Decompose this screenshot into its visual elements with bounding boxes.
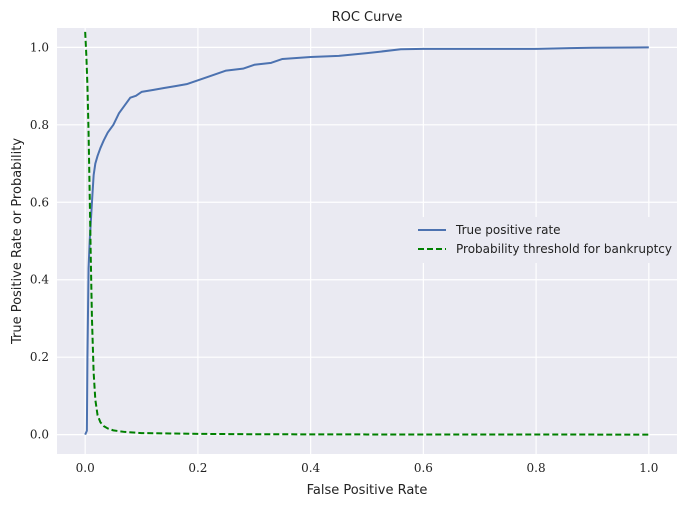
x-tick-label: 0.4 bbox=[301, 461, 320, 475]
tick-labels: 0.0 0.2 0.4 0.6 0.8 1.0 0.0 0.2 0.4 0.6 0.8 1.0 bbox=[30, 40, 658, 475]
y-tick-label: 0.8 bbox=[30, 118, 49, 132]
y-tick-label: 0.0 bbox=[30, 428, 49, 442]
grid-lines bbox=[57, 28, 677, 454]
x-tick-label: 0.6 bbox=[414, 461, 433, 475]
y-tick-label: 0.4 bbox=[30, 273, 49, 287]
chart-title: ROC Curve bbox=[332, 10, 403, 25]
y-axis-label: True Positive Rate or Probability bbox=[10, 138, 25, 345]
legend-box bbox=[408, 217, 670, 263]
x-axis-label: False Positive Rate bbox=[307, 483, 428, 498]
x-tick-label: 0.0 bbox=[76, 461, 95, 475]
x-tick-label: 0.2 bbox=[188, 461, 207, 475]
legend-label-true-positive-rate: True positive rate bbox=[455, 223, 561, 237]
x-tick-label: 0.8 bbox=[527, 461, 546, 475]
y-tick-label: 0.2 bbox=[30, 350, 49, 364]
legend: True positive rate Probability threshold… bbox=[408, 217, 672, 263]
true-positive-rate-line bbox=[84, 46, 649, 436]
x-tick-label: 1.0 bbox=[639, 461, 658, 475]
y-tick-label: 0.6 bbox=[30, 195, 49, 209]
legend-label-probability-threshold: Probability threshold for bankruptcy bbox=[456, 242, 672, 256]
y-tick-label: 1.0 bbox=[30, 40, 49, 54]
series-layer bbox=[84, 31, 649, 436]
probability-threshold-line bbox=[84, 31, 649, 436]
